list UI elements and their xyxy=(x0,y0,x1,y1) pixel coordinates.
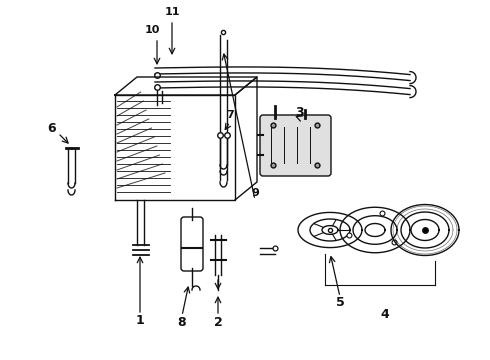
Text: 1: 1 xyxy=(136,314,145,327)
Text: 11: 11 xyxy=(164,7,180,17)
Text: 5: 5 xyxy=(336,297,344,310)
Text: 9: 9 xyxy=(251,188,259,198)
Text: 7: 7 xyxy=(226,110,234,120)
Text: 4: 4 xyxy=(381,309,390,321)
Text: 6: 6 xyxy=(48,122,56,135)
Text: 8: 8 xyxy=(178,315,186,328)
Text: 10: 10 xyxy=(145,25,160,35)
Text: 2: 2 xyxy=(214,315,222,328)
FancyBboxPatch shape xyxy=(181,217,203,271)
FancyBboxPatch shape xyxy=(260,115,331,176)
Text: 3: 3 xyxy=(295,105,304,118)
